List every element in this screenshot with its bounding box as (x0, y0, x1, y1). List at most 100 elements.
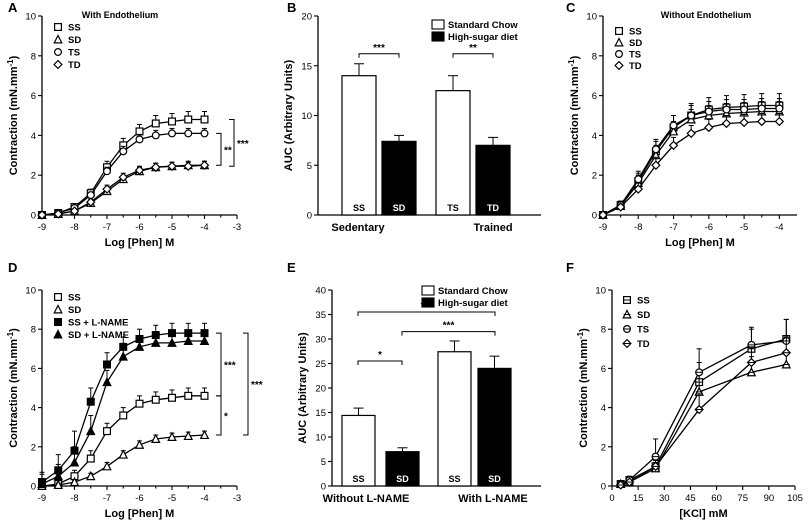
sig-bracket-label: *** (251, 380, 263, 391)
data-point (722, 105, 731, 114)
y-axis-label: Contraction (mN.mm-1) (6, 328, 20, 448)
data-point (200, 115, 209, 124)
series-sd-l-name (37, 330, 210, 489)
series-td (37, 160, 210, 220)
bar-ss (437, 351, 472, 487)
y-tick-label: 0 (601, 482, 606, 493)
legend-label: High-sugar diet (448, 32, 519, 43)
y-tick-label: 35 (315, 310, 326, 321)
y-tick-label: 2 (31, 171, 36, 182)
sig-bracket (357, 311, 496, 317)
data-point (184, 391, 193, 400)
y-tick-label: 20 (301, 12, 312, 23)
data-point (102, 461, 112, 471)
data-point (135, 135, 144, 144)
series-line (620, 338, 787, 485)
sig-bracket (357, 360, 403, 366)
bar-label: SS (352, 474, 364, 484)
bar-sd (477, 367, 512, 487)
panel-label: B (287, 0, 296, 15)
group-label: Without L-NAME (323, 493, 410, 505)
data-point (184, 129, 193, 138)
x-axis-label: Log [Phen] M (105, 508, 175, 520)
data-point (53, 209, 63, 219)
y-tick-label: 10 (25, 286, 36, 297)
data-point (86, 197, 96, 207)
legend-marker (53, 318, 62, 327)
legend-marker (53, 329, 63, 339)
x-tick-label: -7 (103, 222, 111, 233)
y-axis-label-sup: -1 (576, 331, 585, 339)
y-tick-label: 4 (592, 131, 597, 142)
sig-bracket-label: *** (443, 321, 455, 332)
data-point (200, 129, 209, 138)
data-point (199, 160, 210, 170)
x-tick-label: -4 (775, 222, 783, 233)
series-line (620, 340, 787, 485)
legend-label: Standard Chow (438, 286, 508, 297)
data-point (134, 439, 145, 449)
series-line (602, 107, 780, 216)
legend-label: TD (637, 339, 650, 350)
legend-label: SD (68, 305, 81, 316)
y-tick-label: 5 (307, 161, 312, 172)
data-point (167, 431, 177, 441)
y-tick-label: 30 (315, 335, 326, 346)
data-point (37, 478, 47, 489)
data-point (102, 360, 111, 369)
data-point (704, 122, 714, 133)
data-point (668, 126, 679, 136)
x-tick-label: -7 (103, 493, 111, 504)
x-axis-label: [KCl] mM (679, 508, 727, 520)
data-point (199, 335, 210, 345)
legend-label: TS (629, 50, 641, 61)
data-point (69, 476, 80, 487)
y-tick-label: 25 (315, 359, 326, 370)
y-tick-label: 10 (315, 433, 326, 444)
data-point (151, 131, 160, 140)
legend-label: Standard Chow (448, 20, 518, 31)
x-tick-label: 45 (685, 493, 696, 504)
legend-label: TS (637, 325, 649, 336)
legend-marker (53, 59, 63, 70)
x-tick-label: -3 (233, 222, 241, 233)
y-axis-label-sup: -1 (6, 331, 15, 339)
panel-title: Without Endothelium (661, 10, 751, 20)
legend-marker (614, 60, 624, 71)
bar-label: SS (353, 203, 365, 213)
y-tick-label: 0 (31, 482, 36, 493)
data-point (168, 117, 177, 126)
bar-ts (435, 90, 471, 216)
sig-bracket (229, 118, 235, 167)
series-td (598, 113, 785, 220)
y-tick-label: 40 (315, 286, 326, 297)
sig-bracket (452, 53, 494, 58)
y-tick-label: 8 (31, 51, 36, 62)
x-tick-label: 75 (737, 493, 748, 504)
panel-label: E (287, 260, 296, 275)
data-point (775, 104, 784, 113)
data-point (167, 161, 177, 171)
legend-label: SD (637, 310, 650, 321)
x-tick-label: -5 (168, 222, 176, 233)
y-tick-label: 4 (601, 403, 606, 414)
y-tick-label: 6 (592, 91, 597, 102)
x-tick-label: -8 (634, 222, 642, 233)
panel-label: A (8, 0, 18, 15)
data-point (668, 140, 679, 151)
sig-bracket (216, 332, 222, 397)
sig-bracket-label: * (378, 350, 382, 361)
bar-label: SS (448, 474, 460, 484)
legend-label: TD (629, 61, 642, 72)
bar-sd (381, 140, 417, 216)
data-point (686, 128, 696, 139)
data-point (615, 202, 626, 212)
y-tick-label: 20 (315, 384, 326, 395)
data-point (687, 111, 696, 120)
data-point (633, 184, 644, 194)
y-tick-label: 15 (315, 408, 326, 419)
x-tick-label: -6 (705, 222, 713, 233)
x-tick-label: -7 (669, 222, 677, 233)
panel-label: C (566, 0, 576, 15)
